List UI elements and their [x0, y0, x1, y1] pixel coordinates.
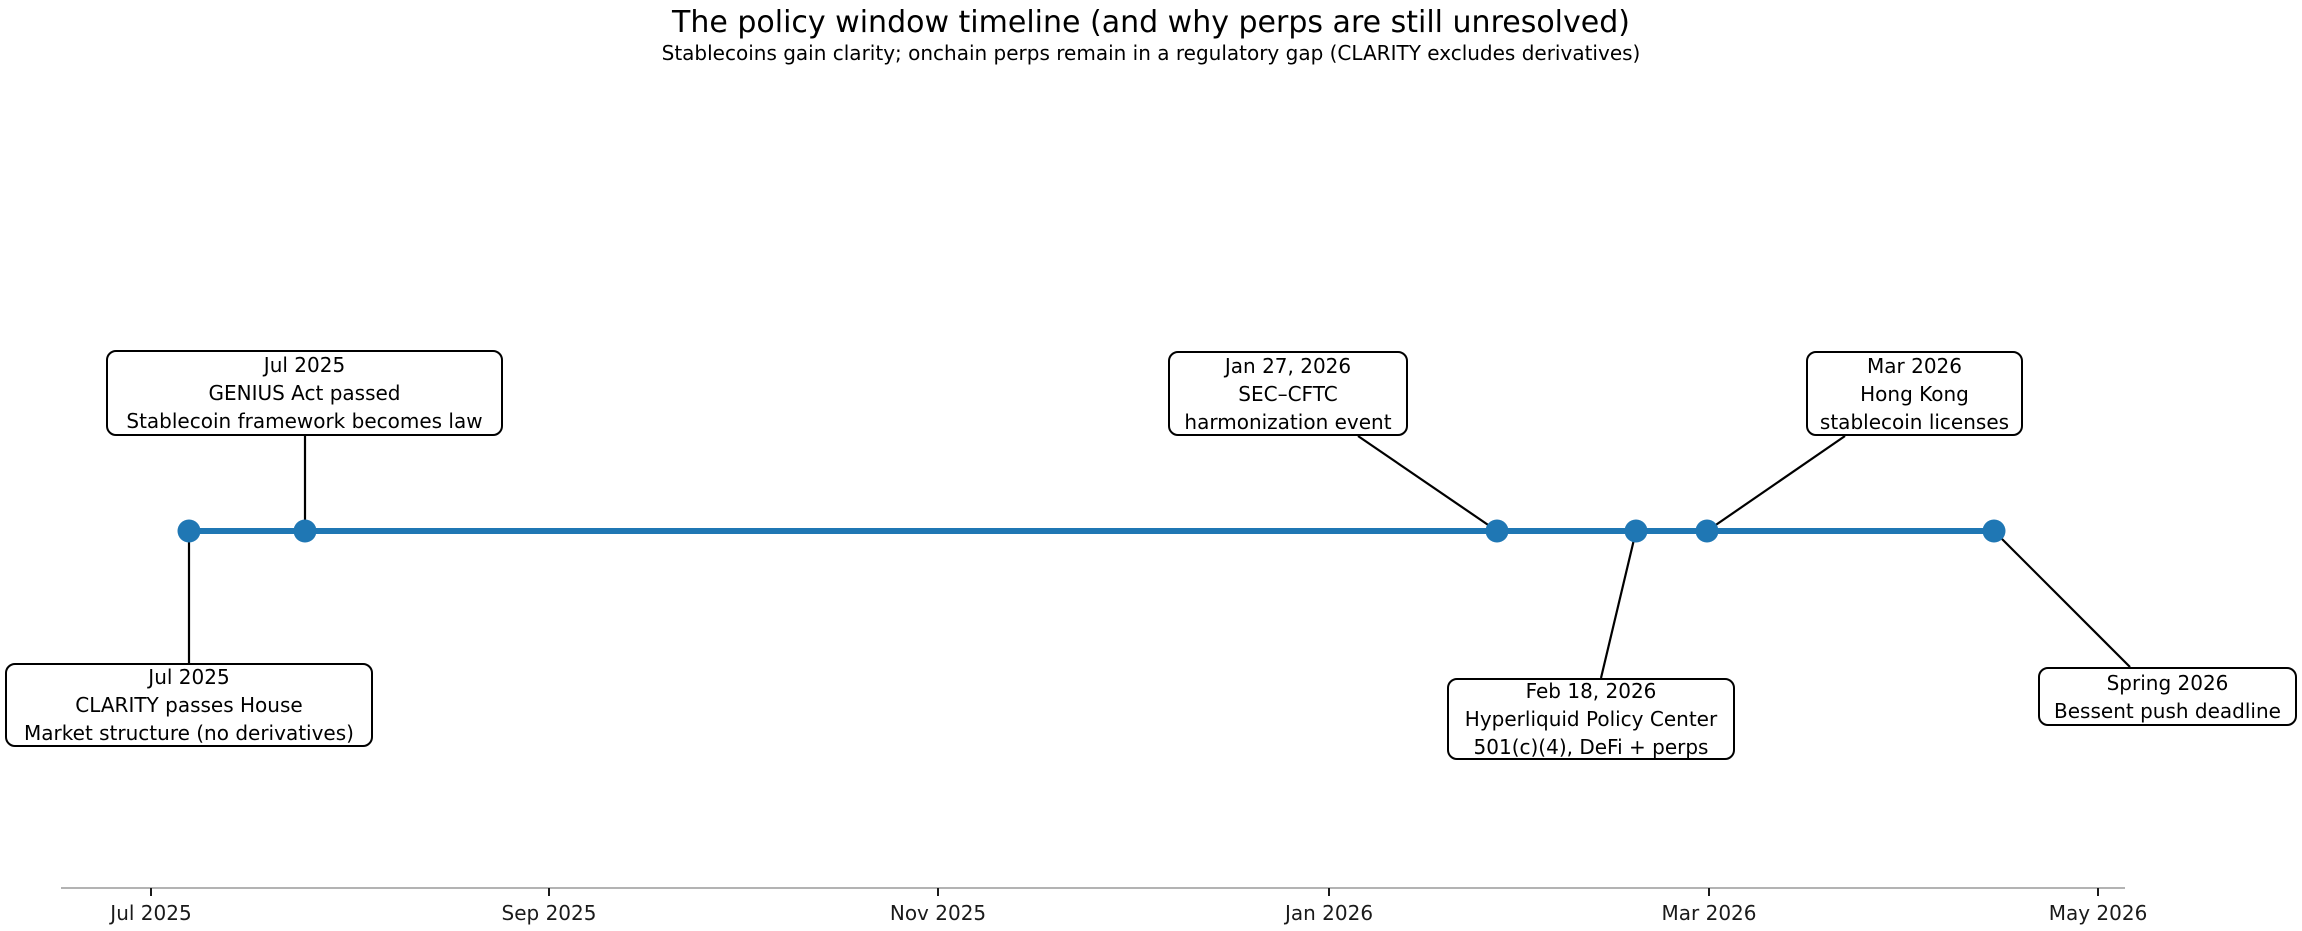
- connector-bessent: [1993, 530, 2131, 668]
- event-dot-sec-cftc: [1485, 519, 1509, 543]
- annotation-bessent: Spring 2026 Bessent push deadline: [2038, 667, 2297, 726]
- chart-title: The policy window timeline (and why perp…: [672, 5, 1630, 40]
- tick-label-may-2026: May 2026: [2048, 901, 2148, 925]
- annotation-title: SEC–CFTC: [1238, 381, 1338, 406]
- connector-sec-cftc: [1357, 435, 1498, 532]
- annotation-detail: 501(c)(4), DeFi + perps: [1473, 735, 1709, 759]
- annotation-date: Jul 2025: [263, 353, 346, 377]
- annotation-detail: Market structure (no derivatives): [24, 721, 354, 745]
- event-dot-hong-kong: [1695, 519, 1719, 543]
- connector-hong-kong: [1706, 435, 1846, 532]
- annotation-title: Hyperliquid Policy Center: [1464, 707, 1718, 731]
- annotation-hong-kong: Mar 2026 Hong Kong stablecoin licenses: [1806, 351, 2023, 436]
- event-dot-genius-act: [293, 519, 317, 543]
- tick-label-jan-2026: Jan 2026: [1284, 901, 1374, 925]
- tick-label-mar-2026: Mar 2026: [1661, 901, 1757, 925]
- annotation-date: Feb 18, 2026: [1525, 679, 1657, 703]
- tick-label-jul-2025: Jul 2025: [110, 901, 192, 925]
- annotation-date: Mar 2026: [1867, 353, 1962, 378]
- event-dot-bessent: [1982, 519, 2006, 543]
- tick-label-nov-2025: Nov 2025: [889, 901, 987, 925]
- annotation-title: Hong Kong: [1860, 381, 1969, 406]
- annotation-detail: stablecoin licenses: [1819, 409, 2010, 434]
- event-dot-clarity-house: [177, 519, 201, 543]
- annotation-date: Jan 27, 2026: [1224, 353, 1352, 378]
- x-axis-tickmarks: [150, 888, 2099, 896]
- annotation-title: Bessent push deadline: [2054, 698, 2281, 723]
- annotation-detail: harmonization event: [1184, 409, 1392, 434]
- tick-label-sep-2025: Sep 2025: [501, 901, 597, 925]
- annotation-date: Jul 2025: [148, 665, 230, 689]
- annotation-clarity-house: Jul 2025 CLARITY passes House Market str…: [5, 663, 373, 747]
- annotation-hyperliquid: Feb 18, 2026 Hyperliquid Policy Center 5…: [1447, 678, 1735, 760]
- annotation-sec-cftc: Jan 27, 2026 SEC–CFTC harmonization even…: [1168, 351, 1408, 436]
- annotation-title: CLARITY passes House: [75, 693, 303, 717]
- annotation-detail: Stablecoin framework becomes law: [126, 409, 483, 433]
- annotation-date: Spring 2026: [2106, 670, 2229, 695]
- annotation-genius-act: Jul 2025 GENIUS Act passed Stablecoin fr…: [106, 350, 503, 436]
- chart-subtitle: Stablecoins gain clarity; onchain perps …: [661, 41, 1641, 65]
- annotation-title: GENIUS Act passed: [208, 381, 401, 405]
- event-dot-hyperliquid: [1624, 519, 1648, 543]
- connector-hyperliquid: [1599, 530, 1638, 679]
